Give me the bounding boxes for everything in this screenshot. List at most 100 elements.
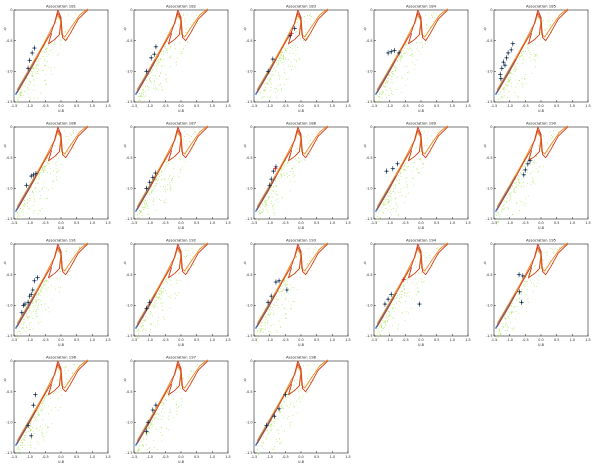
field-point [289, 175, 291, 176]
field-point [29, 310, 30, 312]
field-point [142, 91, 144, 93]
field-point [153, 187, 155, 189]
member-star [33, 46, 36, 50]
model-track-inner [496, 125, 568, 207]
field-point [169, 307, 171, 309]
association-panel: Association 188-1.5 -1.0 -0.5 0.0 0.5 1.0 1.50… [244, 121, 351, 231]
field-point [288, 389, 290, 390]
field-point [436, 248, 438, 250]
field-point [169, 408, 171, 410]
field-point [159, 293, 161, 295]
member-star [526, 162, 529, 166]
field-point [44, 169, 46, 171]
y-axis-label: Q [4, 261, 7, 265]
x-tick-label: 1.5 [225, 455, 230, 459]
field-point [46, 289, 48, 291]
field-point [295, 147, 297, 149]
panel-title: Association 189 [406, 121, 437, 126]
x-tick-label: 1.5 [585, 338, 590, 342]
y-tick-label: -1.5 [126, 451, 133, 455]
field-point [262, 327, 264, 329]
field-point [522, 302, 524, 304]
member-star [145, 307, 148, 310]
field-point [61, 39, 63, 41]
field-point [33, 306, 35, 308]
x-tick-label: 1.0 [90, 338, 95, 342]
field-point [167, 163, 169, 165]
field-point [28, 96, 30, 98]
member-star [32, 403, 35, 407]
field-point [37, 97, 39, 99]
field-point [497, 99, 499, 100]
field-point [189, 258, 191, 260]
field-point [148, 74, 150, 75]
field-point [35, 317, 37, 319]
field-point [185, 28, 187, 30]
field-point [140, 96, 142, 97]
field-point [507, 85, 509, 87]
y-tick-label: -1.5 [486, 217, 493, 221]
field-point [26, 313, 28, 315]
x-tick-label: 1.5 [465, 338, 470, 342]
field-point [30, 444, 32, 446]
field-point [59, 287, 61, 289]
field-point [414, 261, 416, 263]
field-point [278, 72, 280, 74]
x-tick-label: -1.5 [11, 455, 18, 459]
field-point [306, 273, 308, 275]
field-point [498, 214, 500, 216]
field-point [285, 299, 287, 301]
field-point [139, 101, 140, 103]
field-point [158, 59, 160, 61]
field-point [56, 179, 57, 181]
field-point [150, 312, 152, 314]
field-point [41, 288, 43, 290]
field-point [176, 279, 178, 281]
field-point [182, 15, 184, 16]
field-point [303, 16, 305, 17]
field-point [415, 41, 417, 43]
field-point [166, 392, 168, 394]
field-point [34, 182, 36, 184]
field-point [296, 382, 297, 384]
field-point [529, 279, 531, 281]
field-point [30, 420, 32, 422]
field-point [184, 135, 186, 137]
field-point [283, 417, 285, 419]
field-point [43, 398, 45, 400]
field-point [181, 52, 183, 54]
model-track-blue [14, 175, 37, 212]
field-point [36, 441, 38, 443]
field-point [378, 221, 380, 222]
field-point [310, 13, 312, 15]
field-point [297, 19, 299, 21]
field-point [506, 201, 507, 203]
field-point [259, 327, 261, 329]
y-tick-label: -1.5 [246, 451, 253, 455]
field-point [32, 212, 34, 214]
field-point [284, 284, 286, 286]
y-tick-label: -1.0 [366, 70, 373, 74]
field-point [509, 197, 511, 199]
association-panel: Association 182-1.5 -1.0 -0.5 0.0 0.5 1.0 1.50… [124, 4, 231, 114]
field-point [309, 369, 311, 371]
field-point [553, 262, 555, 264]
field-point [432, 139, 434, 141]
field-point [169, 188, 171, 190]
model-track-loop [48, 363, 62, 396]
field-point [156, 209, 158, 211]
x-tick-label: 0.0 [178, 455, 183, 459]
association-panel: Association 184-1.5 -1.0 -0.5 0.0 0.5 1.0 1.50… [364, 4, 471, 114]
field-point [259, 213, 261, 215]
field-point [33, 187, 35, 189]
field-point [392, 71, 394, 73]
field-point [35, 187, 37, 189]
field-point [60, 152, 61, 154]
field-point [497, 212, 499, 214]
field-point [47, 162, 49, 163]
field-point [34, 71, 36, 73]
field-point [281, 196, 283, 198]
field-point [58, 397, 60, 399]
field-point [419, 158, 420, 160]
field-point [407, 312, 409, 314]
